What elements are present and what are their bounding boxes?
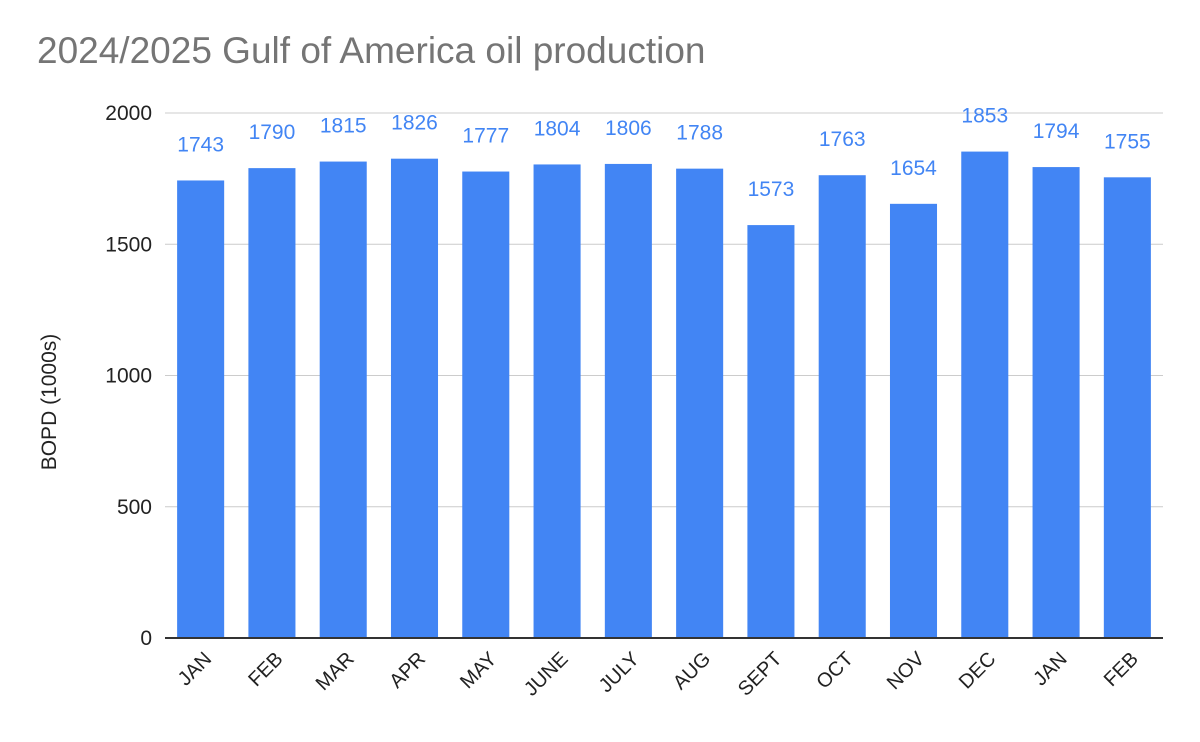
y-tick-label: 500 [117,496,152,519]
gridlines [165,112,1163,508]
data-label: 1794 [1033,120,1080,143]
x-axis-ticks: JAN FEB MAR APR MAY JUNE JULY AUG SEPT OCT NOV DEC J… [174,648,1143,701]
x-tick-label: OCT [812,648,857,693]
y-axis-title: BOPD (1000s) [38,334,61,471]
x-tick-label: AUG [669,648,715,694]
y-tick-label: 0 [140,627,152,650]
bar [1103,177,1151,638]
data-label: 1788 [676,122,723,145]
bar [676,168,724,638]
data-label: 1853 [961,105,1008,128]
data-labels: 1743 1790 1815 1826 1777 1804 1806 1788 1573 1763… [177,105,1150,201]
data-label: 1790 [249,121,296,144]
data-label: 1826 [391,112,438,135]
x-tick-label: NOV [883,648,930,695]
bar [390,158,439,639]
bar [177,180,225,638]
data-label: 1743 [177,133,224,156]
data-label: 1777 [462,125,509,148]
data-label: 1815 [320,115,367,138]
x-tick-label: MAR [312,648,359,695]
data-label: 1806 [605,117,652,140]
y-axis-ticks: 0 500 1000 1500 2000 [105,102,152,650]
x-tick-label: JAN [1029,648,1071,690]
chart-title: 2024/2025 Gulf of America oil production [37,30,706,71]
x-tick-label: JULY [595,648,644,697]
x-tick-label: SEPT [734,648,787,701]
x-tick-label: FEB [1100,648,1143,691]
bar [818,175,866,638]
y-tick-label: 1500 [105,233,152,256]
data-label: 1654 [890,157,937,180]
x-tick-label: JAN [174,648,216,690]
bar [961,151,1009,638]
bar [889,203,938,638]
x-tick-label: APR [385,648,430,693]
data-label: 1804 [534,117,581,140]
bar [604,163,652,639]
bars [177,151,1151,639]
data-label: 1573 [748,178,795,201]
y-tick-label: 2000 [105,102,152,125]
bar [1032,167,1080,638]
data-label: 1755 [1104,130,1151,153]
x-tick-label: FEB [244,648,287,691]
x-tick-label: MAY [456,648,501,693]
bar [747,225,795,638]
bar [533,164,581,638]
x-tick-label: JUNE [520,648,572,700]
bar [248,168,296,638]
x-tick-label: DEC [955,648,1000,693]
y-tick-label: 1000 [105,365,152,388]
data-label: 1763 [819,128,866,151]
bar [462,171,510,638]
bar [319,161,367,638]
